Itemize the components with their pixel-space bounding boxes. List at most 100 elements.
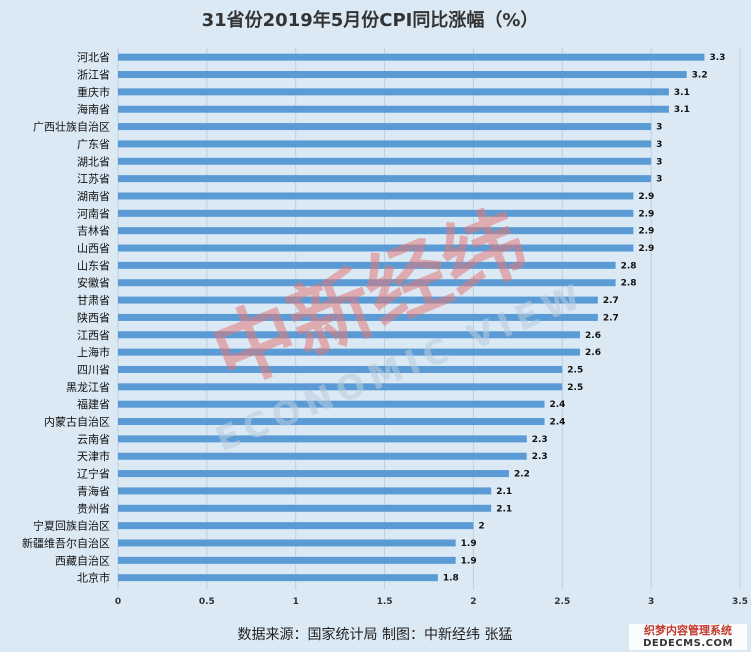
category-label: 天津市 <box>77 449 110 463</box>
x-tick-label: 2.5 <box>554 597 570 607</box>
category-label: 广西壮族自治区 <box>33 120 110 134</box>
bar <box>118 71 687 79</box>
bar <box>118 105 669 113</box>
bar <box>118 331 581 339</box>
category-label: 河南省 <box>77 207 110 220</box>
bar <box>118 192 634 200</box>
x-tick-label: 0 <box>115 597 121 607</box>
category-label: 山东省 <box>77 259 110 272</box>
value-label: 1.8 <box>443 574 459 584</box>
category-label: 黑龙江省 <box>66 381 110 394</box>
bar <box>118 504 492 512</box>
bar <box>118 53 705 61</box>
value-labels: 3.33.23.13.133332.92.92.92.92.82.82.72.7… <box>443 53 726 584</box>
category-label: 内蒙古自治区 <box>44 415 110 429</box>
bar <box>118 261 616 269</box>
bar <box>118 522 474 530</box>
value-label: 3.1 <box>674 88 690 98</box>
category-label: 贵州省 <box>77 502 110 515</box>
bar <box>118 556 456 564</box>
category-label: 福建省 <box>77 397 110 411</box>
bar <box>118 348 581 356</box>
bar <box>118 487 492 495</box>
category-label: 江西省 <box>77 329 110 342</box>
bar <box>118 452 527 460</box>
value-label: 2.5 <box>567 365 583 375</box>
bar <box>118 470 509 478</box>
category-label: 甘肃省 <box>77 294 110 307</box>
bar <box>118 365 563 373</box>
value-label: 2.8 <box>621 279 637 289</box>
bar <box>118 140 652 148</box>
bar <box>118 279 616 287</box>
value-label: 3 <box>656 123 662 133</box>
value-label: 2.9 <box>638 192 654 202</box>
category-label: 湖南省 <box>77 190 110 203</box>
bar <box>118 244 634 252</box>
value-label: 2.8 <box>621 261 637 271</box>
category-label: 河北省 <box>77 51 110 64</box>
x-tick-label: 1.5 <box>377 597 393 607</box>
category-label: 山西省 <box>77 242 110 255</box>
bar <box>118 435 527 443</box>
source-note: 数据来源：国家统计局 制图：中新经纬 张猛 <box>238 626 513 643</box>
value-label: 2.9 <box>638 209 654 219</box>
category-labels: 河北省浙江省重庆市海南省广西壮族自治区广东省湖北省江苏省湖南省河南省吉林省山西省… <box>22 51 110 585</box>
bar <box>118 296 598 304</box>
bar <box>118 418 545 426</box>
value-label: 2.1 <box>496 487 512 497</box>
bar <box>118 209 634 217</box>
x-tick-label: 3 <box>648 597 654 607</box>
x-tick-label: 0.5 <box>199 597 215 607</box>
value-label: 2.7 <box>603 313 619 323</box>
x-tick-labels: 0 0.5 1 1.5 2 2.5 3 3.5 <box>115 597 748 607</box>
x-tick-label: 2 <box>470 597 476 607</box>
value-label: 2 <box>478 522 484 532</box>
corner-watermark: 织梦内容管理系统 DEDECMS.COM <box>629 624 747 650</box>
bar <box>118 313 598 321</box>
bar <box>118 123 652 131</box>
value-label: 1.9 <box>461 556 477 566</box>
bar <box>118 227 634 235</box>
bar <box>118 400 545 408</box>
value-label: 1.9 <box>461 539 477 549</box>
category-label: 江苏省 <box>77 173 110 186</box>
category-label: 浙江省 <box>77 69 110 82</box>
x-tick-label: 1 <box>293 597 299 607</box>
category-label: 湖北省 <box>77 155 110 168</box>
value-label: 3.1 <box>674 105 690 115</box>
category-label: 安徽省 <box>77 276 110 290</box>
category-label: 海南省 <box>77 102 110 116</box>
category-label: 重庆市 <box>77 85 110 99</box>
category-label: 北京市 <box>77 571 110 585</box>
value-label: 3 <box>656 140 662 150</box>
chart-title: 31省份2019年5月份CPI同比涨幅（%） <box>202 9 539 31</box>
x-tick-label: 3.5 <box>732 597 748 607</box>
value-label: 2.9 <box>638 227 654 237</box>
category-label: 陕西省 <box>77 310 110 324</box>
bar <box>118 157 652 165</box>
bar <box>118 175 652 183</box>
corner-watermark-line1: 织梦内容管理系统 <box>644 624 732 637</box>
category-label: 辽宁省 <box>77 467 110 481</box>
category-label: 上海市 <box>77 345 110 359</box>
value-label: 2.9 <box>638 244 654 254</box>
category-label: 四川省 <box>77 363 110 376</box>
value-label: 3 <box>656 157 662 167</box>
category-label: 西藏自治区 <box>55 553 110 567</box>
bar <box>118 574 438 582</box>
value-label: 2.7 <box>603 296 619 306</box>
bar <box>118 539 456 547</box>
value-label: 2.4 <box>550 418 566 428</box>
value-label: 2.6 <box>585 331 601 341</box>
category-label: 新疆维吾尔自治区 <box>22 536 110 550</box>
value-label: 2.3 <box>532 452 548 462</box>
value-label: 2.3 <box>532 435 548 445</box>
value-label: 2.4 <box>550 400 566 410</box>
value-label: 3 <box>656 175 662 185</box>
category-label: 云南省 <box>77 433 110 446</box>
value-label: 3.3 <box>709 53 725 63</box>
value-label: 3.2 <box>692 71 708 81</box>
bars <box>118 53 705 582</box>
